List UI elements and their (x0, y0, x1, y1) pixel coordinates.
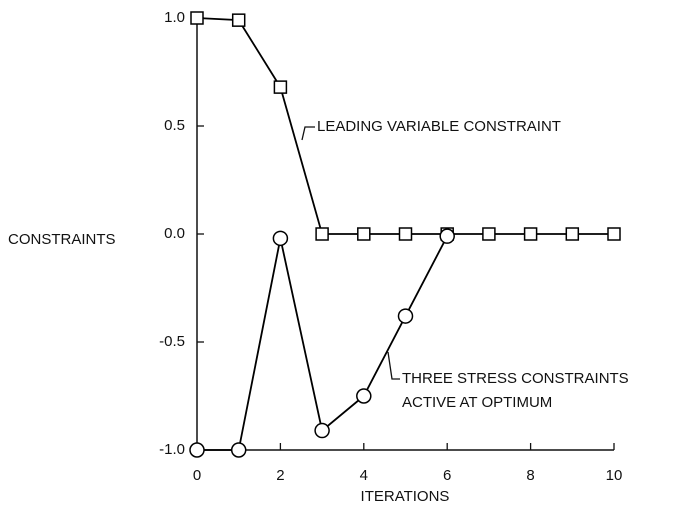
marker (482, 227, 496, 241)
marker (565, 227, 580, 241)
marker (189, 442, 205, 458)
marker (231, 13, 246, 27)
marker (357, 227, 371, 241)
marker (397, 308, 414, 324)
annotation-leader (301, 126, 315, 141)
marker (398, 227, 413, 241)
annotation-leader (387, 351, 400, 380)
marker (523, 227, 538, 241)
marker (272, 230, 289, 247)
y-axis-label: CONSTRAINTS (8, 231, 116, 248)
annotation: LEADING VARIABLE CONSTRAINT (317, 118, 561, 135)
x-tick-label: 10 (606, 467, 623, 484)
marker (230, 442, 247, 458)
x-tick-label: 4 (360, 467, 368, 484)
y-tick-label: 1.0 (164, 9, 185, 26)
annotation: ACTIVE AT OPTIMUM (402, 394, 552, 411)
y-tick-label: 0.5 (164, 117, 185, 134)
marker (314, 422, 330, 439)
marker (315, 227, 329, 241)
y-tick-label: -0.5 (159, 333, 185, 350)
x-tick-label: 6 (443, 467, 451, 484)
annotation: THREE STRESS CONSTRAINTS (402, 370, 629, 387)
y-tick-label: 0.0 (164, 225, 185, 242)
marker (356, 388, 372, 404)
marker (607, 227, 621, 241)
marker (439, 228, 455, 244)
marker (190, 11, 204, 25)
x-tick-label: 0 (193, 467, 201, 484)
x-tick-label: 2 (276, 467, 284, 484)
x-tick-label: 8 (526, 467, 534, 484)
x-axis-label: ITERATIONS (361, 488, 450, 505)
series-line (197, 235, 448, 451)
marker (273, 80, 288, 94)
y-tick-label: -1.0 (159, 441, 185, 458)
